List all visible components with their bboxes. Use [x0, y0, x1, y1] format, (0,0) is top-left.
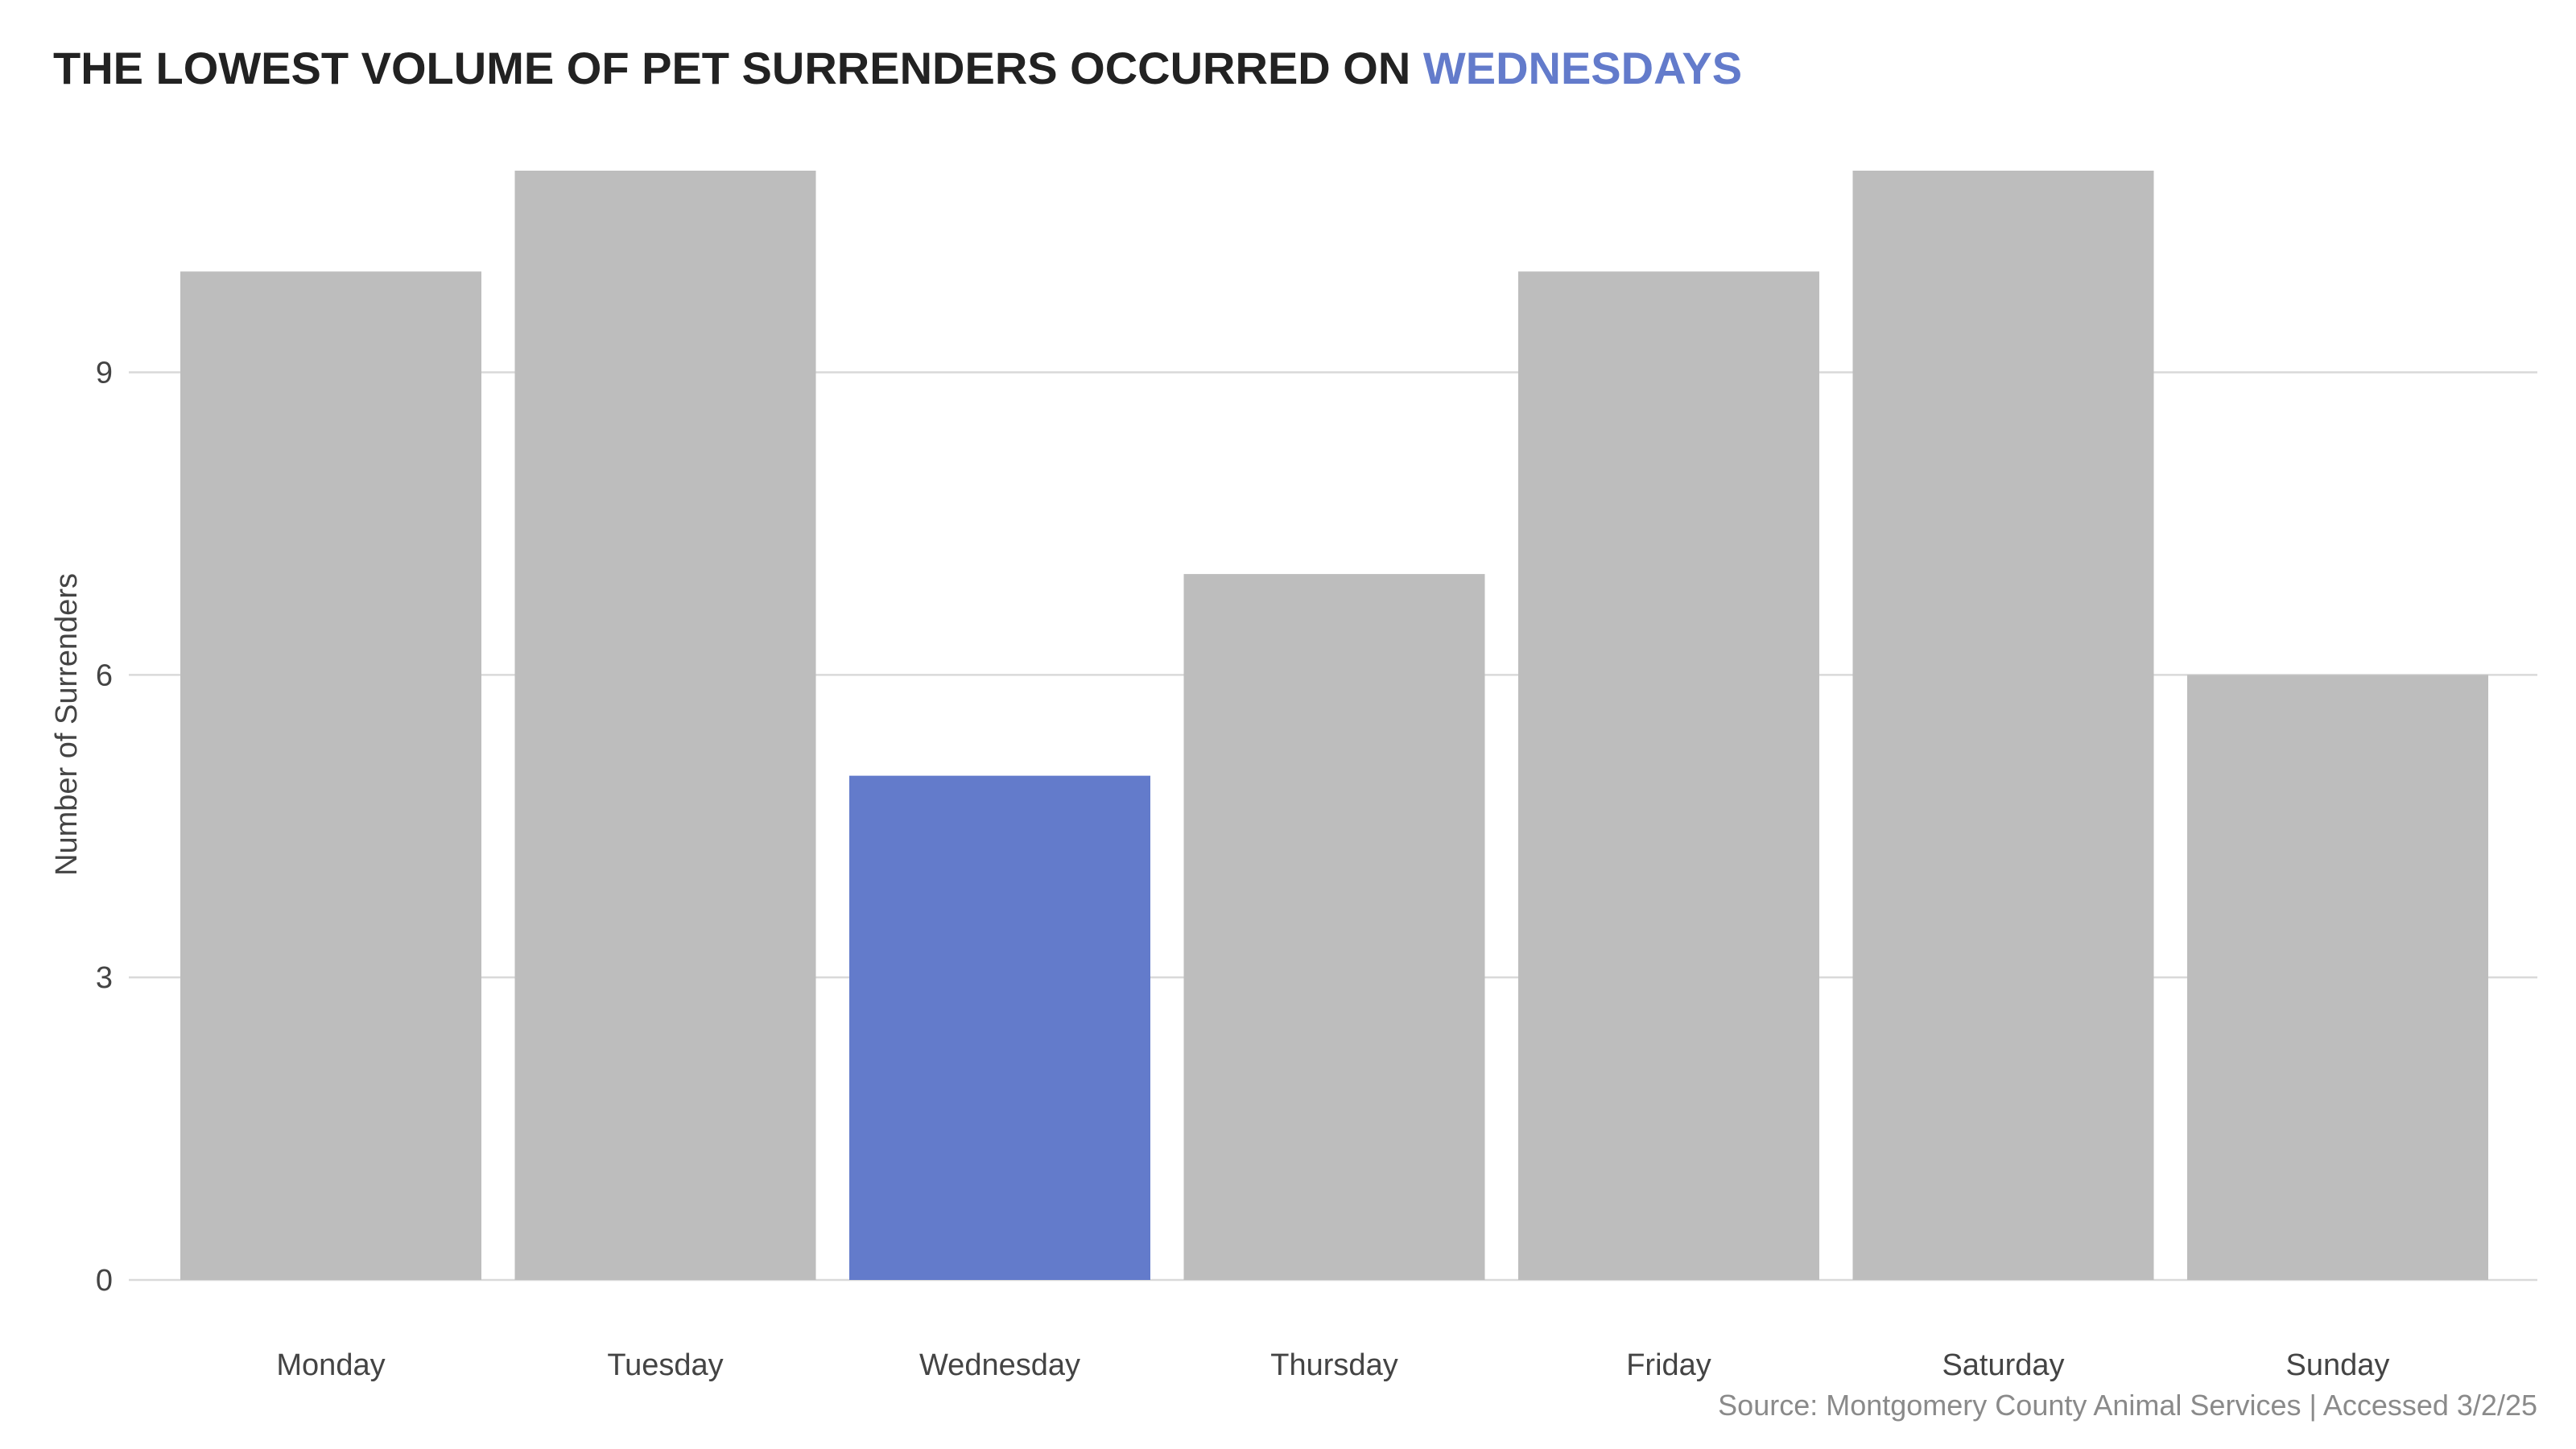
bar-monday: [180, 271, 481, 1281]
bar-friday: [1518, 271, 1819, 1281]
bar-saturday: [1852, 171, 2154, 1280]
bar-thursday: [1183, 574, 1485, 1280]
x-tick-label-saturday: Saturday: [1942, 1348, 2064, 1382]
y-tick-label: 0: [96, 1264, 113, 1298]
x-tick-label-tuesday: Tuesday: [607, 1348, 723, 1382]
bar-wednesday: [849, 775, 1150, 1280]
bar-sunday: [2187, 675, 2488, 1280]
source-note: Source: Montgomery County Animal Service…: [1718, 1389, 2537, 1422]
x-tick-label-monday: Monday: [276, 1348, 385, 1382]
x-tick-label-friday: Friday: [1626, 1348, 1711, 1382]
chart-title-highlight: WEDNESDAYS: [1423, 43, 1742, 93]
y-axis-ticks: 0 3 6 9: [96, 357, 113, 1298]
x-axis-ticks: Monday Tuesday Wednesday Thursday Friday Satu…: [276, 1348, 2389, 1382]
x-tick-label-sunday: Sunday: [2286, 1348, 2390, 1382]
chart-title: THE LOWEST VOLUME OF PET SURRENDERS OCCU…: [53, 43, 1742, 93]
bars: [180, 171, 2488, 1281]
y-tick-label: 9: [96, 357, 113, 390]
x-tick-label-wednesday: Wednesday: [919, 1348, 1080, 1382]
chart-title-prefix: THE LOWEST VOLUME OF PET SURRENDERS OCCU…: [53, 43, 1423, 93]
bar-tuesday: [514, 171, 816, 1280]
y-axis-title: Number of Surrenders: [50, 573, 84, 876]
y-tick-label: 3: [96, 961, 113, 995]
y-tick-label: 6: [96, 658, 113, 692]
x-tick-label-thursday: Thursday: [1270, 1348, 1397, 1382]
